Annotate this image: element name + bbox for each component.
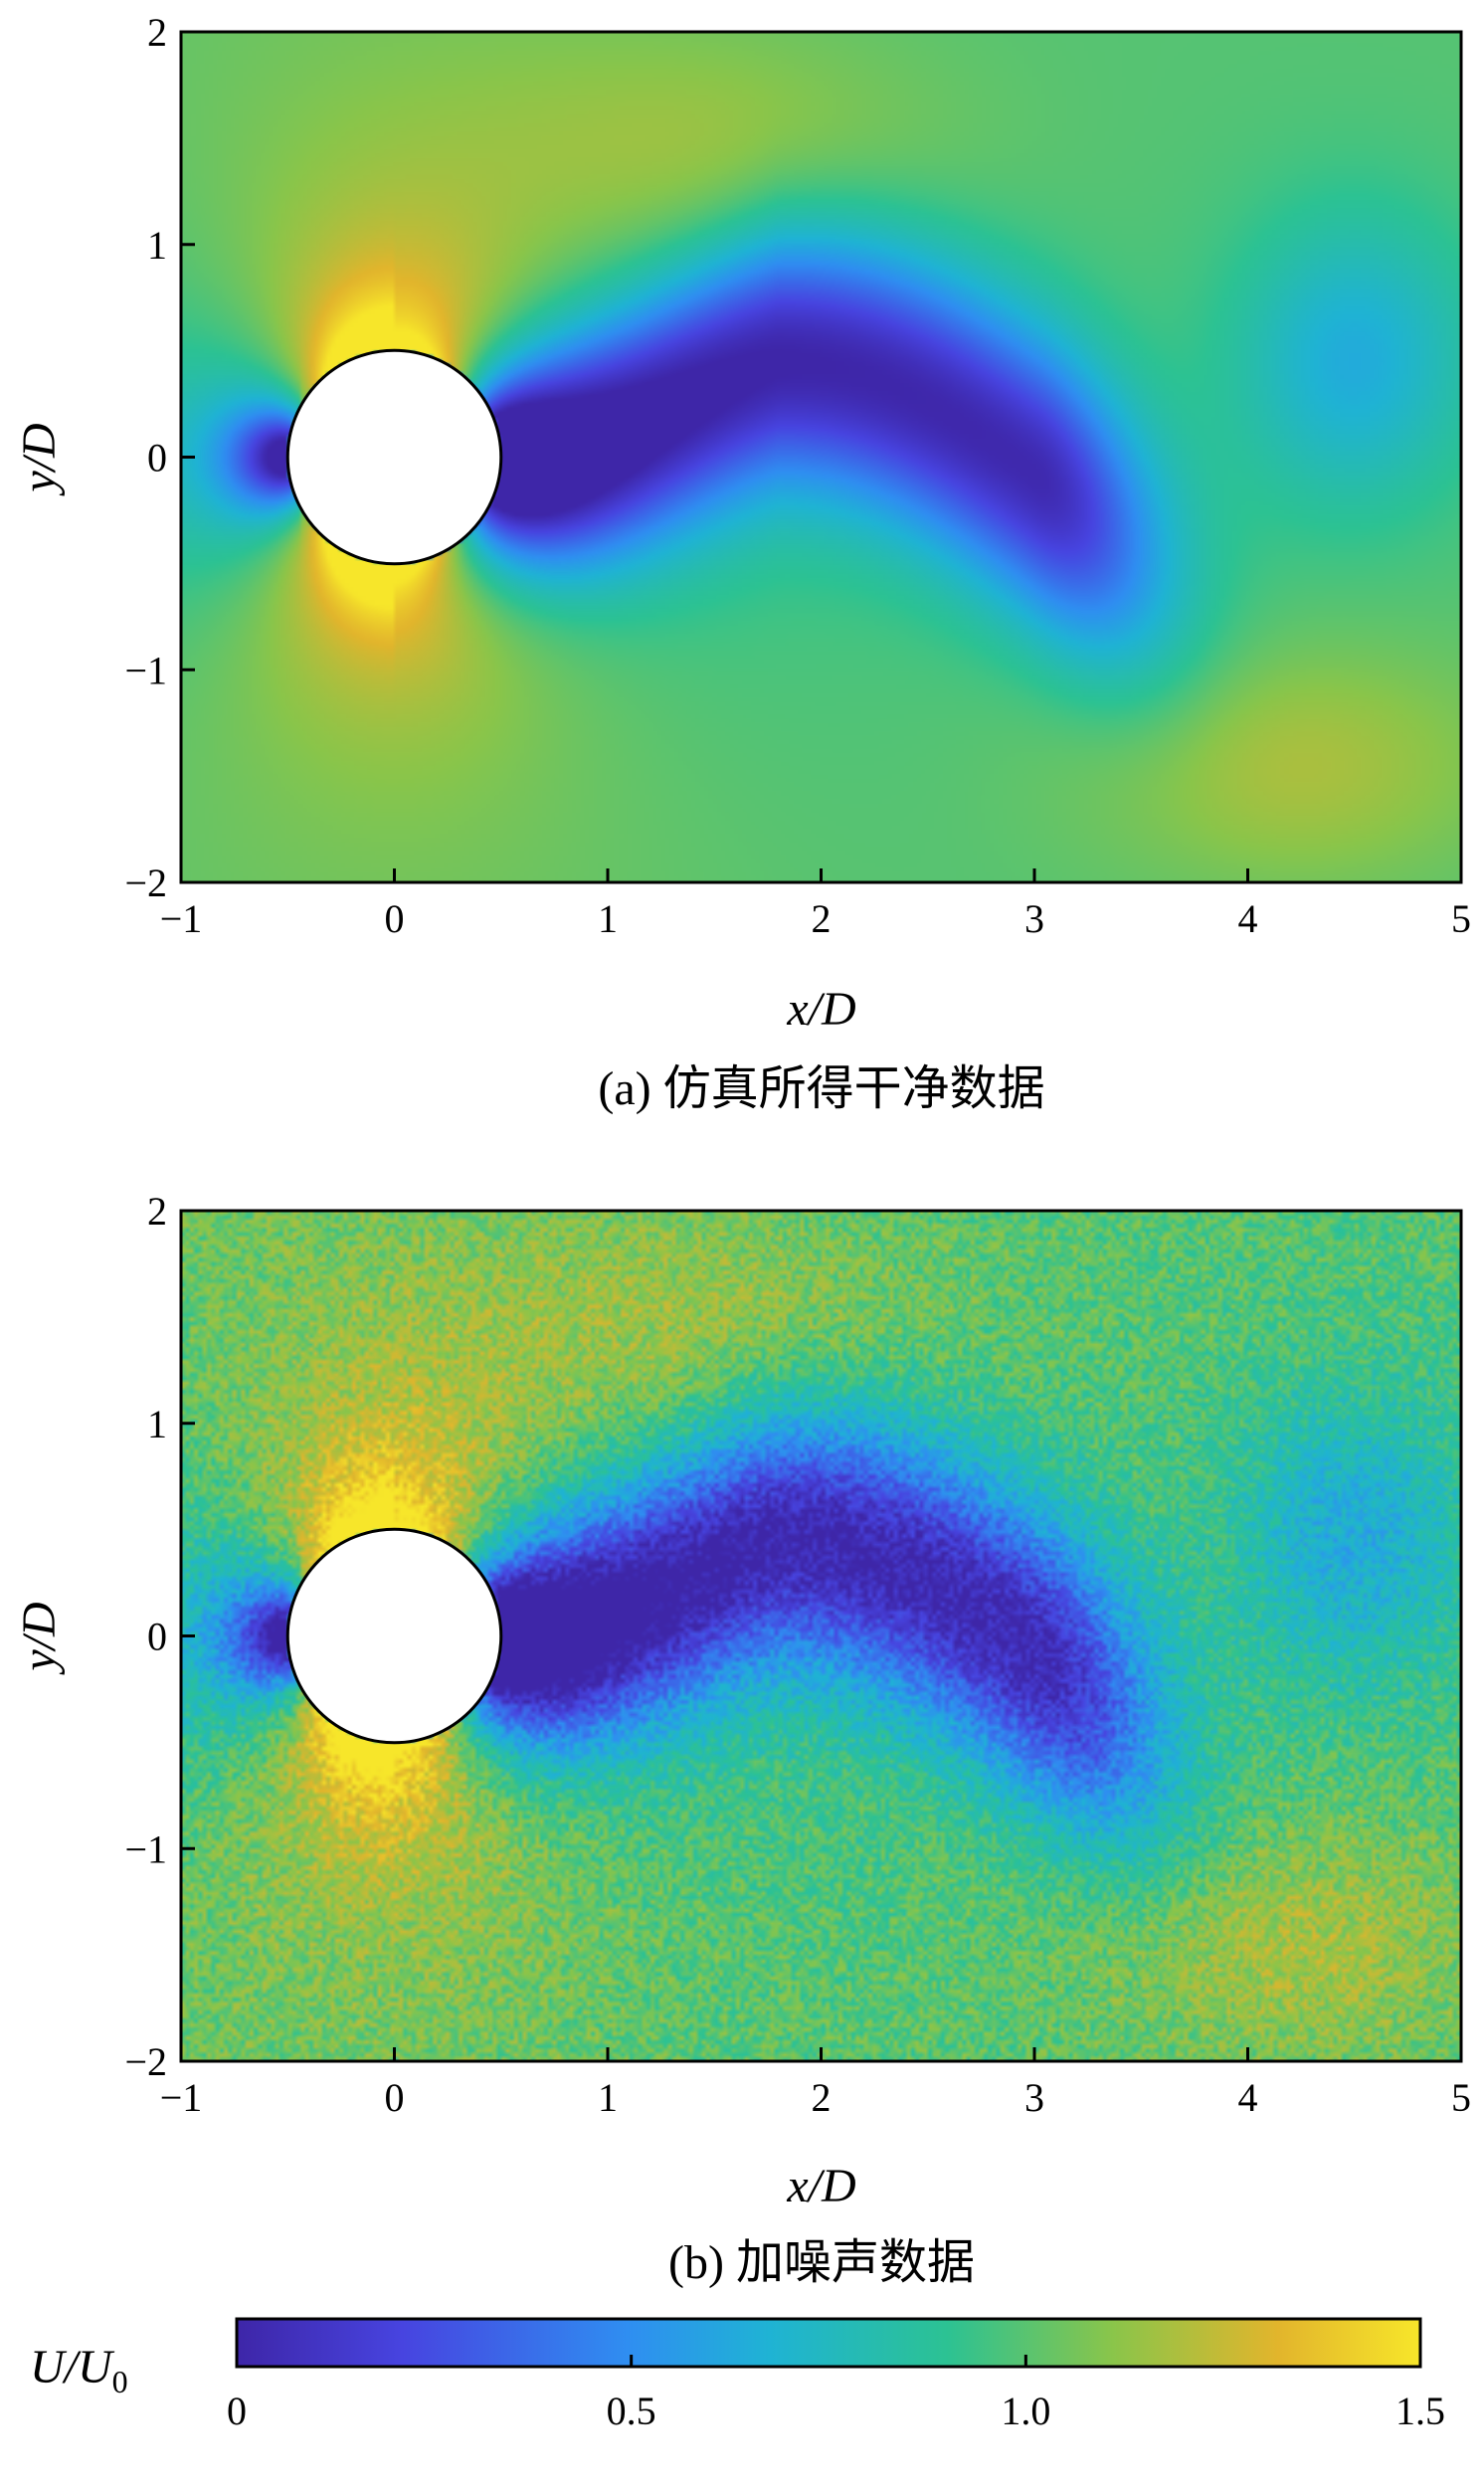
y-tick-label: 1 — [147, 223, 167, 268]
x-tick-label: 2 — [812, 2075, 832, 2120]
y-tick-label: −2 — [124, 2039, 167, 2084]
x-tick-label: 0 — [385, 2075, 405, 2120]
cylinder-a — [285, 348, 503, 566]
colorbar-tick-label: 1.5 — [1395, 2389, 1445, 2433]
colorbar-tick-label: 0 — [227, 2389, 247, 2433]
y-tick-label: −2 — [124, 861, 167, 905]
colorbar-ticks: 0 0.5 1.0 1.5 — [227, 2355, 1445, 2433]
ylabel-b: y/D — [13, 1602, 66, 1675]
x-tick-label: 3 — [1024, 896, 1044, 941]
caption-b: (b) 加噪声数据 — [668, 2236, 975, 2289]
x-tick-label: 4 — [1238, 896, 1258, 941]
y-tick-label: 1 — [147, 1402, 167, 1446]
x-tick-label: 5 — [1451, 2075, 1471, 2120]
x-tick-label: 2 — [812, 896, 832, 941]
y-ticks-b: −2 −1 0 1 2 — [124, 1189, 195, 2084]
x-tick-label: 5 — [1451, 896, 1471, 941]
ylabel-a: y/D — [13, 423, 66, 496]
x-tick-label: 1 — [598, 896, 618, 941]
y-tick-label: 2 — [147, 1189, 167, 1234]
colorbar-title: U/U0 — [30, 2341, 128, 2399]
colorbar-tick-label: 0.5 — [607, 2389, 656, 2433]
x-tick-label: −1 — [160, 896, 203, 941]
xlabel-a: x/D — [786, 983, 855, 1036]
x-ticks-a: −1 0 1 2 3 4 5 — [160, 868, 1471, 941]
x-tick-label: 0 — [385, 896, 405, 941]
x-tick-label: 1 — [598, 2075, 618, 2120]
y-tick-label: 0 — [147, 436, 167, 480]
x-tick-label: −1 — [160, 2075, 203, 2120]
y-tick-label: 2 — [147, 10, 167, 55]
y-ticks-a: −2 −1 0 1 2 — [124, 10, 195, 905]
y-tick-label: −1 — [124, 1826, 167, 1871]
cylinder-b — [285, 1527, 503, 1745]
x-ticks-b: −1 0 1 2 3 4 5 — [160, 2047, 1471, 2120]
y-tick-label: −1 — [124, 648, 167, 692]
x-tick-label: 4 — [1238, 2075, 1258, 2120]
x-tick-label: 3 — [1024, 2075, 1044, 2120]
caption-a: (a) 仿真所得干净数据 — [598, 1062, 1044, 1115]
colorbar-tick-label: 1.0 — [1001, 2389, 1050, 2433]
y-tick-label: 0 — [147, 1615, 167, 1659]
colorbar-gradient — [235, 2317, 1422, 2369]
colorbar: U/U0 0 0.5 1.0 1.5 — [30, 2317, 1445, 2433]
xlabel-b: x/D — [786, 2160, 855, 2212]
